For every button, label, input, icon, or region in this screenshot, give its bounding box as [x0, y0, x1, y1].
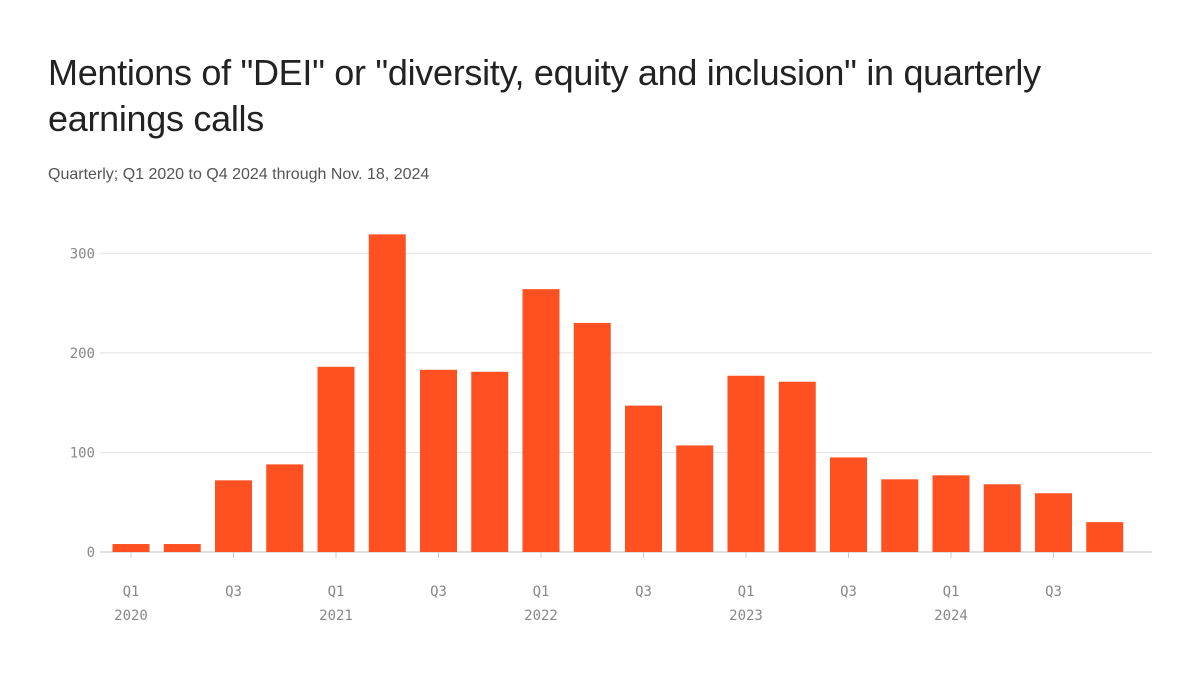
bar: [676, 445, 714, 552]
x-tick-label: Q3: [1045, 584, 1062, 600]
bar: [778, 381, 816, 552]
bar: [983, 484, 1021, 552]
x-tick-label: Q1: [943, 584, 960, 600]
x-tick-label: Q1: [328, 584, 345, 600]
y-tick-label: 100: [70, 445, 95, 461]
bar: [573, 322, 611, 552]
x-tick-year-label: 2020: [114, 608, 148, 624]
bar: [368, 234, 406, 552]
bar: [317, 366, 355, 552]
bar: [932, 475, 970, 552]
y-tick-label: 300: [70, 246, 95, 262]
x-tick-year-label: 2022: [524, 608, 558, 624]
chart-subtitle: Quarterly; Q1 2020 to Q4 2024 through No…: [48, 166, 430, 183]
x-tick-year-label: 2024: [934, 608, 968, 624]
y-tick-label: 0: [87, 545, 95, 561]
x-tick-label: Q1: [123, 584, 140, 600]
bar: [522, 289, 560, 552]
bar: [727, 375, 765, 552]
x-tick-label: Q1: [738, 584, 755, 600]
x-tick-label: Q3: [430, 584, 447, 600]
bar: [266, 464, 304, 552]
bar: [420, 369, 457, 552]
bar: [625, 405, 662, 552]
bar: [163, 544, 201, 552]
bar: [881, 479, 919, 552]
x-tick-label: Q3: [840, 584, 857, 600]
bar: [830, 457, 867, 552]
bar: [112, 544, 150, 552]
bar: [215, 480, 252, 552]
x-tick-label: Q3: [225, 584, 242, 600]
y-tick-label: 200: [70, 346, 95, 362]
bar: [1086, 522, 1124, 552]
x-tick-year-label: 2021: [319, 608, 353, 624]
chart-title: Mentions of "DEI" or "diversity, equity …: [48, 52, 1041, 139]
x-tick-label: Q3: [635, 584, 652, 600]
x-tick-label: Q1: [533, 584, 550, 600]
bar: [1035, 493, 1072, 552]
bar: [471, 371, 509, 552]
x-tick-year-label: 2023: [729, 608, 763, 624]
